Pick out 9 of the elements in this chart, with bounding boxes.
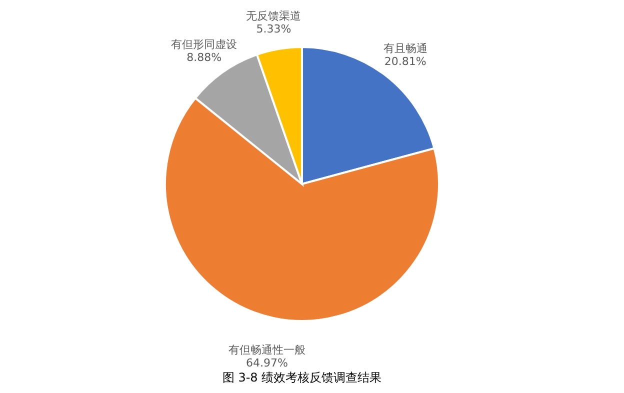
data-label: 64.97%	[246, 356, 288, 370]
data-label: 8.88%	[186, 51, 222, 64]
slice-label: 无反馈渠道	[246, 9, 302, 22]
caption: 图 3-8 绩效考核反馈调查结果	[222, 370, 382, 384]
slice-label: 有且畅通	[383, 42, 428, 56]
data-label: 20.81%	[384, 55, 426, 68]
data-label: 5.33%	[256, 22, 292, 36]
slice-label: 有但畅通性一般	[228, 343, 306, 356]
slice-label: 有但形同虚设	[171, 38, 238, 52]
